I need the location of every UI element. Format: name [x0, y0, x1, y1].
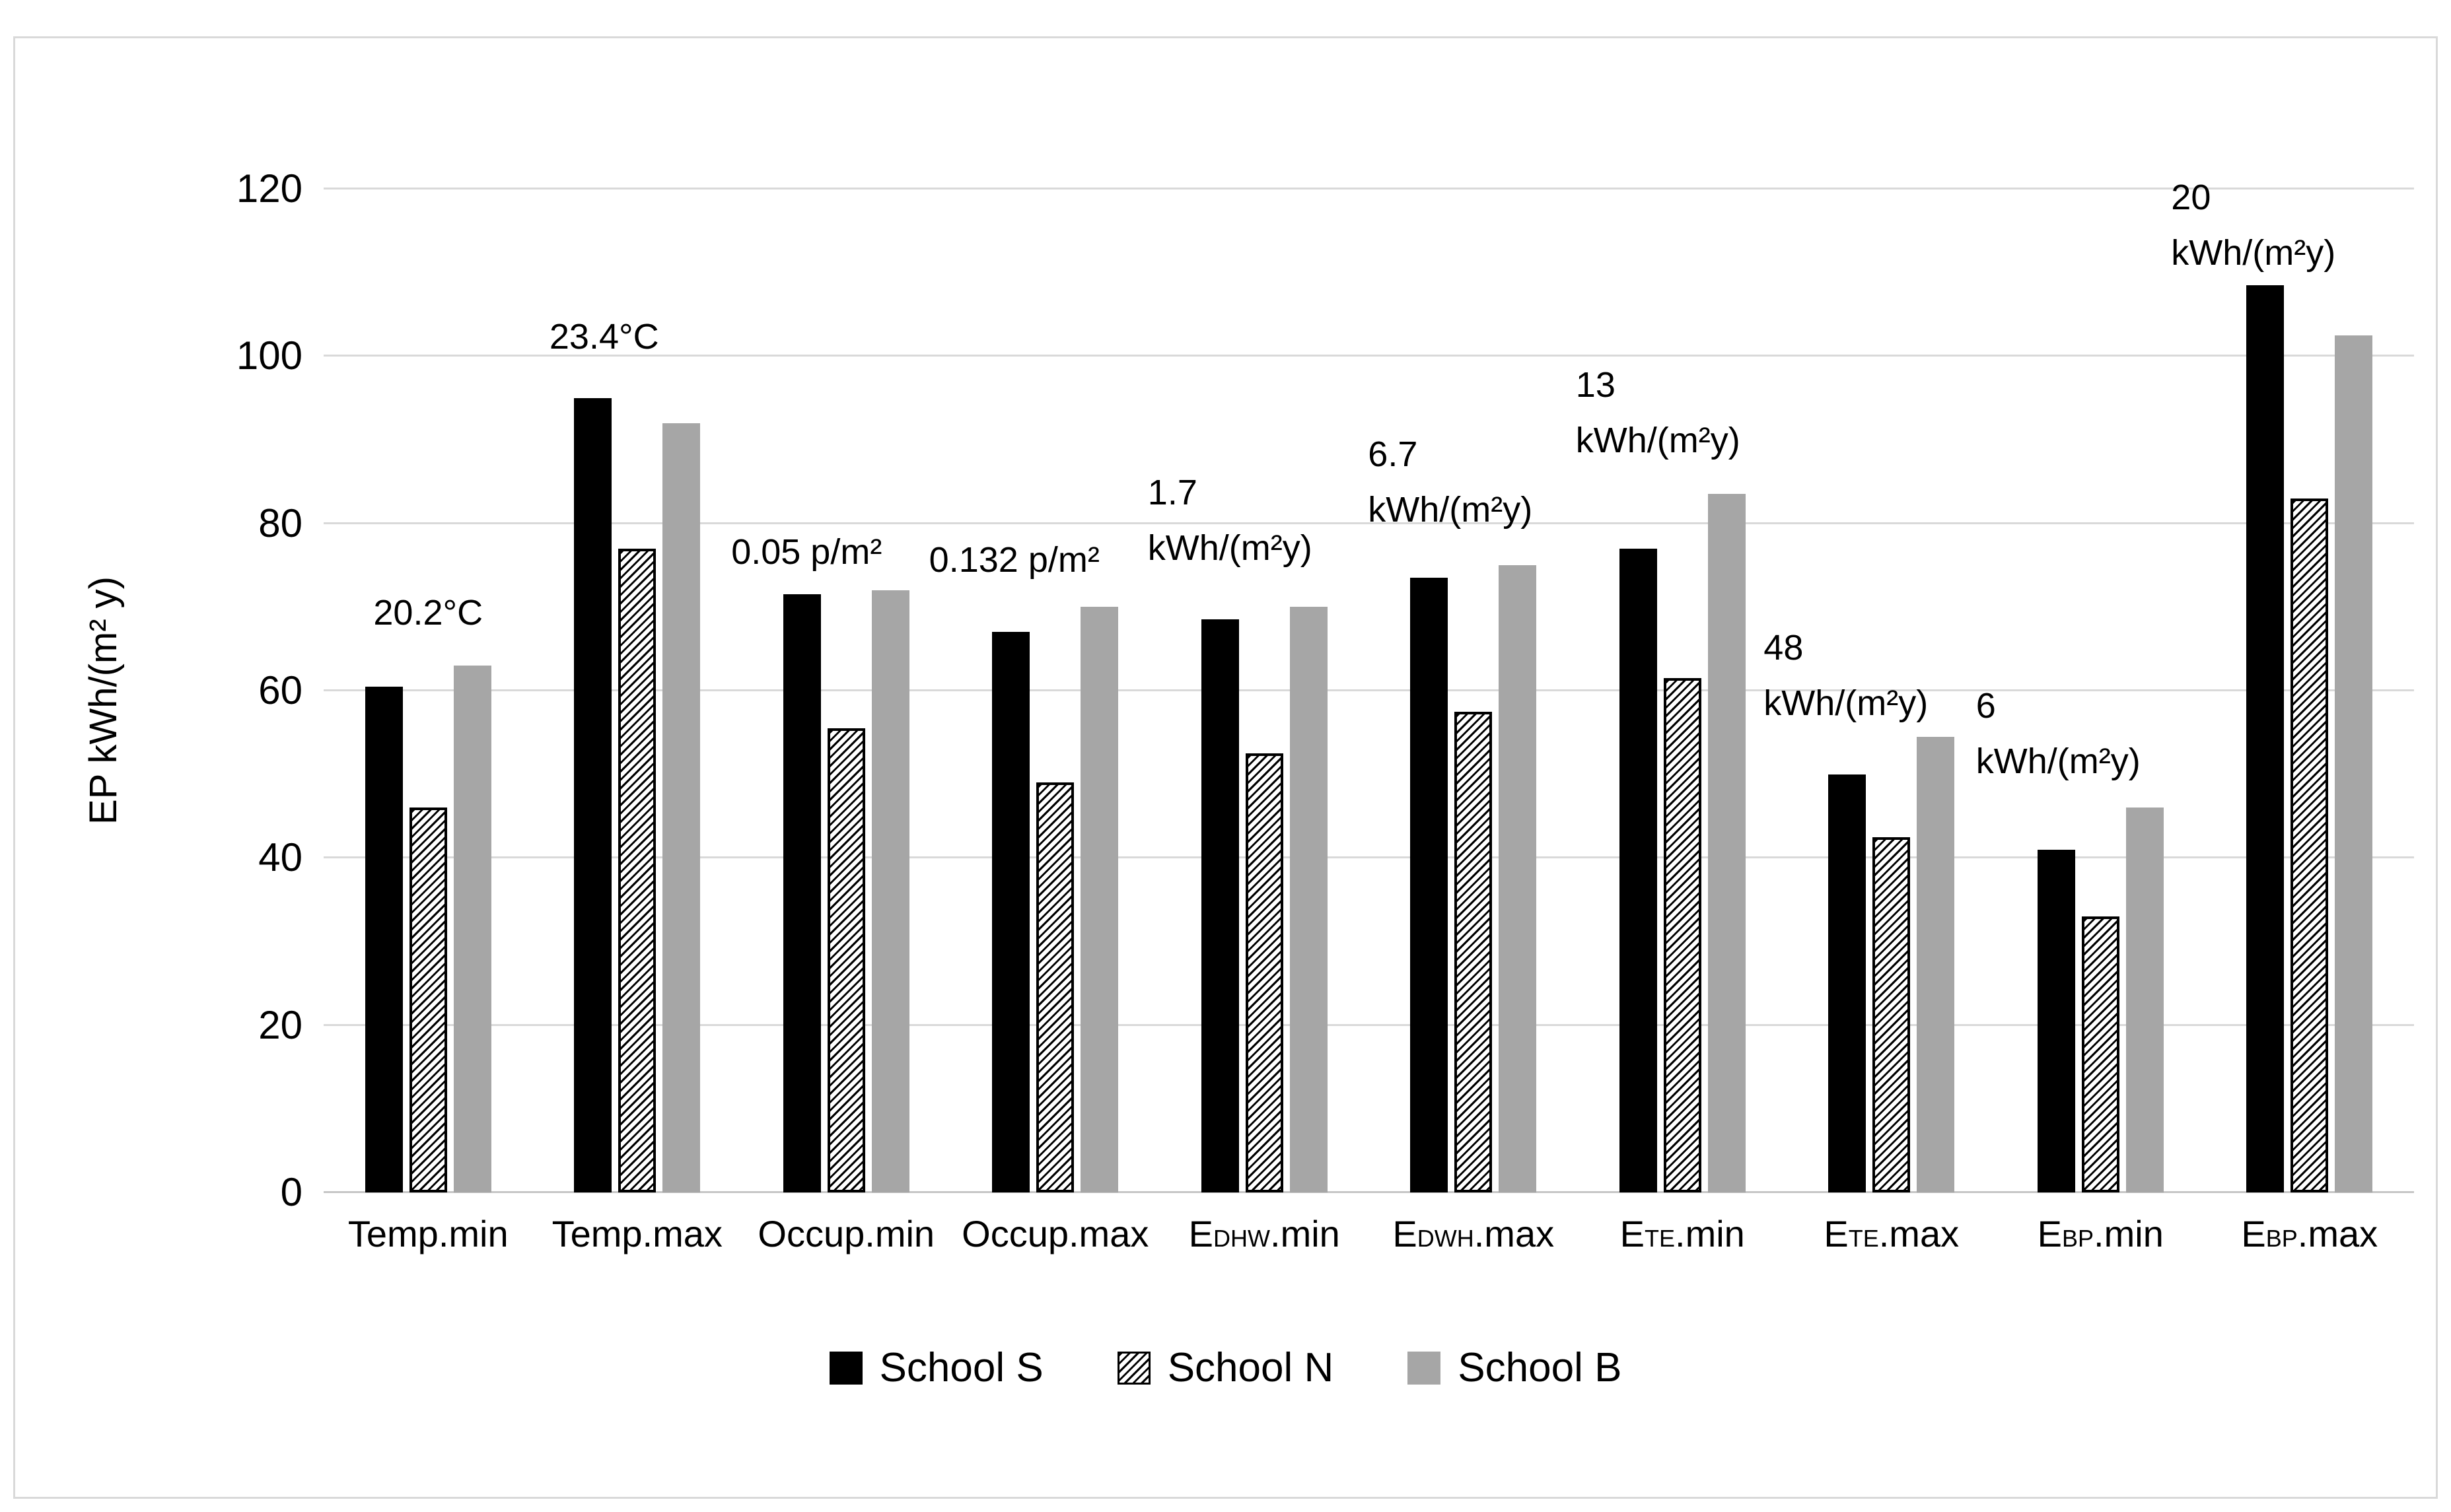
x-category-label-Occup.max: Occup.max [962, 1213, 1149, 1254]
bar-ETE.max-school-s [1828, 774, 1866, 1192]
bar-ETE.max-school-b [1917, 737, 1955, 1192]
bar-ETE.min-school-n [1663, 678, 1701, 1192]
bar-group-Temp.min [365, 189, 491, 1192]
bar-Occup.max-school-s [992, 632, 1030, 1192]
x-category-label-EDHW.min: EDHW.min [1188, 1213, 1340, 1254]
legend-item-school-b: School B [1407, 1344, 1621, 1391]
annotation-ETE.min: 13 kWh/(m²y) [1575, 365, 1740, 461]
y-tick-label-20: 20 [258, 1002, 302, 1047]
bar-EBP.min-school-s [2037, 850, 2075, 1192]
legend-item-school-n: School N [1117, 1344, 1334, 1391]
bar-Temp.min-school-b [453, 666, 491, 1192]
annotation-EDWH.max: 6.7 kWh/(m²y) [1368, 434, 1533, 530]
x-category-label-Temp.min: Temp.min [347, 1213, 509, 1254]
bar-EDWH.max-school-n [1454, 712, 1493, 1192]
bar-Occup.min-school-b [871, 590, 909, 1192]
legend-swatch-school-b [1407, 1351, 1441, 1385]
x-category-label-Temp.max: Temp.max [551, 1213, 723, 1254]
bar-group-ETE.min [1619, 189, 1746, 1192]
bar-group-Temp.max [574, 189, 701, 1192]
bar-Temp.max-school-n [618, 549, 657, 1192]
y-tick-label-120: 120 [236, 166, 302, 211]
bar-EBP.max-school-b [2335, 335, 2373, 1192]
bar-Temp.max-school-s [574, 398, 612, 1192]
annotation-Occup.max: 0.132 p/m² [929, 540, 1100, 580]
annotation-Temp.min: 20.2°C [373, 593, 483, 633]
gridline-60 [324, 689, 2414, 691]
bar-group-EBP.min [2037, 189, 2164, 1192]
legend-label: School N [1167, 1345, 1334, 1391]
bar-EBP.max-school-s [2246, 285, 2285, 1192]
bar-EDHW.min-school-s [1201, 619, 1239, 1192]
bar-Occup.max-school-n [1036, 782, 1075, 1192]
annotation-EDHW.min: 1.7 kWh/(m²y) [1147, 473, 1312, 568]
bar-ETE.min-school-s [1619, 549, 1657, 1192]
bar-ETE.max-school-n [1872, 837, 1911, 1192]
chart-border [13, 36, 2438, 1499]
legend-label: School S [879, 1345, 1044, 1391]
annotation-EBP.min: 6 kWh/(m²y) [1975, 686, 2141, 782]
bar-EDHW.min-school-b [1289, 607, 1328, 1192]
legend: School S School N School B [0, 1344, 2451, 1391]
y-tick-label-40: 40 [258, 835, 302, 880]
y-axis-title: EP kWh/(m² y) [82, 576, 125, 825]
y-tick-label-60: 60 [258, 668, 302, 712]
gridline-80 [324, 522, 2414, 524]
y-tick-label-80: 80 [258, 500, 302, 545]
bar-group-Occup.max [992, 189, 1119, 1192]
bar-EBP.min-school-n [2081, 916, 2119, 1192]
bar-EBP.min-school-b [2125, 808, 2164, 1192]
bar-Temp.min-school-n [409, 808, 447, 1192]
y-tick-label-100: 100 [236, 333, 302, 378]
annotation-EBP.max: 20 kWh/(m²y) [2171, 178, 2336, 273]
gridline-100 [324, 355, 2414, 357]
legend-label: School B [1458, 1345, 1622, 1391]
bar-group-EDHW.min [1201, 189, 1328, 1192]
bar-group-EDWH.max [1410, 189, 1537, 1192]
legend-swatch-school-s [829, 1351, 863, 1385]
bar-group-EBP.max [2246, 189, 2373, 1192]
x-category-label-Occup.min: Occup.min [758, 1213, 935, 1254]
annotation-Temp.max: 23.4°C [549, 317, 659, 357]
x-category-label-EBP.max: EBP.max [2241, 1213, 2378, 1254]
bar-Occup.min-school-s [783, 594, 821, 1192]
bar-EDWH.max-school-b [1499, 565, 1537, 1192]
gridline-20 [324, 1023, 2414, 1026]
bar-EDHW.min-school-n [1245, 753, 1283, 1192]
annotation-ETE.max: 48 kWh/(m²y) [1763, 627, 1929, 723]
bar-group-ETE.max [1828, 189, 1955, 1192]
bar-Occup.min-school-n [827, 728, 865, 1192]
y-tick-label-0: 0 [280, 1170, 302, 1214]
legend-item-school-s: School S [829, 1344, 1044, 1391]
x-axis-baseline [324, 1191, 2414, 1193]
x-category-label-ETE.min: ETE.min [1619, 1213, 1745, 1254]
legend-swatch-school-n [1117, 1351, 1151, 1385]
x-category-label-ETE.max: ETE.max [1824, 1213, 1960, 1254]
gridline-120 [324, 188, 2414, 189]
x-category-label-EBP.min: EBP.min [2037, 1213, 2164, 1254]
bar-EDWH.max-school-s [1410, 578, 1448, 1192]
plot-area: 20.2°C 23.4°C 0.05 p/m² 0.132 p/m² 1.7 kWh/(m… [324, 178, 2414, 1193]
gridline-40 [324, 856, 2414, 859]
bar-Occup.max-school-b [1081, 607, 1119, 1192]
x-category-label-EDWH.max: EDWH.max [1392, 1213, 1555, 1254]
bar-EBP.max-school-n [2291, 498, 2329, 1192]
bar-Temp.min-school-s [365, 687, 403, 1192]
annotation-Occup.min: 0.05 p/m² [731, 532, 882, 572]
bar-Temp.max-school-b [662, 423, 701, 1192]
bar-ETE.min-school-b [1707, 494, 1746, 1192]
bar-group-Occup.min [783, 189, 909, 1192]
